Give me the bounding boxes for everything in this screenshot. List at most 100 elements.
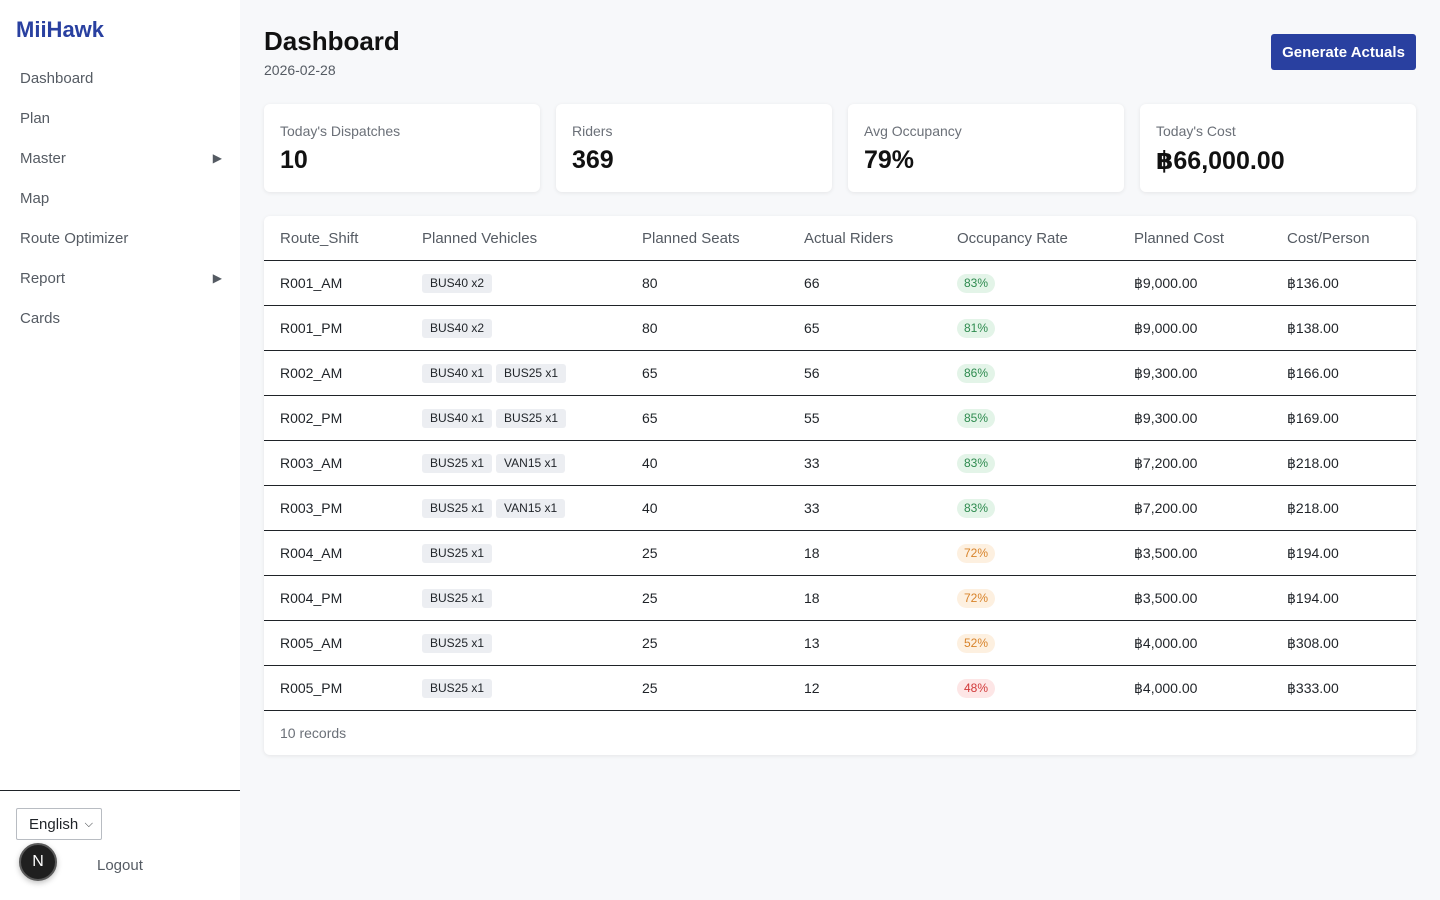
cell-actual-riders: 65 xyxy=(804,320,820,336)
table-header: Route_Shift Planned Vehicles Planned Sea… xyxy=(264,216,1416,261)
cell-planned-vehicles: BUS25 x1 xyxy=(422,679,493,698)
cell-planned-cost: ฿3,500.00 xyxy=(1134,545,1198,561)
sidebar-item-label: Map xyxy=(20,189,50,207)
sidebar-item-map[interactable]: Map xyxy=(0,178,240,218)
occupancy-badge: 83% xyxy=(957,274,996,293)
sidebar-item-dashboard[interactable]: Dashboard xyxy=(0,58,240,98)
column-header-actual-riders[interactable]: Actual Riders xyxy=(804,230,894,247)
sidebar-item-label: Dashboard xyxy=(20,69,94,87)
vehicle-chip: VAN15 x1 xyxy=(496,499,566,518)
vehicle-chip: VAN15 x1 xyxy=(496,454,566,473)
cell-route-shift: R003_AM xyxy=(280,455,343,471)
stat-value: 10 xyxy=(280,146,308,174)
sidebar-item-label: Cards xyxy=(20,309,61,327)
cell-actual-riders: 55 xyxy=(804,410,820,426)
cell-planned-vehicles: BUS40 x2 xyxy=(422,319,493,338)
table-row[interactable]: R003_PM BUS25 x1 VAN15 x1 40 33 83% ฿7,200.00 ฿… xyxy=(264,486,1416,531)
cell-planned-vehicles: BUS25 x1 xyxy=(422,544,493,563)
cell-cost-per-person: ฿194.00 xyxy=(1287,545,1339,561)
occupancy-badge: 72% xyxy=(957,544,996,563)
chevron-right-icon[interactable]: ▶ xyxy=(212,151,222,165)
sidebar-item-plan[interactable]: Plan xyxy=(0,98,240,138)
table-row[interactable]: R005_PM BUS25 x1 25 12 48% ฿4,000.00 ฿333.00 xyxy=(264,666,1416,711)
stat-card-cost: Today's Cost ฿66,000.00 xyxy=(1140,104,1416,192)
cell-route-shift: R003_PM xyxy=(280,500,343,516)
table-row[interactable]: R001_AM BUS40 x2 80 66 83% ฿9,000.00 ฿136.00 xyxy=(264,261,1416,306)
cell-planned-cost: ฿9,300.00 xyxy=(1134,410,1198,426)
vehicle-chip: BUS25 x1 xyxy=(422,589,493,608)
record-count: 10 records xyxy=(280,725,347,741)
occupancy-badge: 83% xyxy=(957,499,996,518)
stats-row: Today's Dispatches 10 Riders 369 Avg Occ… xyxy=(264,104,1416,192)
column-header-planned-cost[interactable]: Planned Cost xyxy=(1134,230,1225,247)
cell-planned-vehicles: BUS25 x1 xyxy=(422,589,493,608)
sidebar-item-label: Plan xyxy=(20,109,51,127)
avatar[interactable]: N xyxy=(19,843,57,881)
chevron-right-icon[interactable]: ▶ xyxy=(212,271,222,285)
cell-cost-per-person: ฿194.00 xyxy=(1287,590,1339,606)
cell-planned-seats: 25 xyxy=(642,635,658,651)
vehicle-chip: BUS25 x1 xyxy=(422,454,493,473)
cell-actual-riders: 56 xyxy=(804,365,820,381)
vehicle-chip: BUS25 x1 xyxy=(422,544,493,563)
table-row[interactable]: R002_PM BUS40 x1 BUS25 x1 65 55 85% ฿9,300.00 ฿… xyxy=(264,396,1416,441)
column-header-planned-seats[interactable]: Planned Seats xyxy=(642,230,740,247)
stat-card-dispatches: Today's Dispatches 10 xyxy=(264,104,540,192)
cell-planned-vehicles: BUS40 x1 BUS25 x1 xyxy=(422,364,567,383)
cell-planned-cost: ฿7,200.00 xyxy=(1134,455,1198,471)
cell-cost-per-person: ฿136.00 xyxy=(1287,275,1339,291)
vehicle-chip: BUS25 x1 xyxy=(496,364,567,383)
vehicle-chip: BUS25 x1 xyxy=(496,409,567,428)
occupancy-badge: 85% xyxy=(957,409,996,428)
stat-label: Riders xyxy=(572,123,613,139)
cell-planned-vehicles: BUS25 x1 VAN15 x1 xyxy=(422,499,566,518)
vehicle-chip: BUS40 x2 xyxy=(422,274,493,293)
cell-actual-riders: 33 xyxy=(804,455,820,471)
sidebar-divider xyxy=(0,790,240,791)
cell-route-shift: R004_AM xyxy=(280,545,343,561)
cell-planned-cost: ฿9,000.00 xyxy=(1134,320,1198,336)
sidebar-item-cards[interactable]: Cards xyxy=(0,298,240,338)
cell-planned-cost: ฿3,500.00 xyxy=(1134,590,1198,606)
column-header-planned-vehicles[interactable]: Planned Vehicles xyxy=(422,230,538,247)
language-select[interactable]: English ⌵ xyxy=(16,808,102,840)
stat-label: Today's Cost xyxy=(1156,123,1236,139)
sidebar-item-report[interactable]: Report ▶ xyxy=(0,258,240,298)
cell-actual-riders: 66 xyxy=(804,275,820,291)
page-title: Dashboard xyxy=(264,26,400,56)
table-row[interactable]: R004_PM BUS25 x1 25 18 72% ฿3,500.00 ฿194.00 xyxy=(264,576,1416,621)
cell-actual-riders: 18 xyxy=(804,590,820,606)
vehicle-chip: BUS25 x1 xyxy=(422,634,493,653)
cell-route-shift: R002_PM xyxy=(280,410,343,426)
table-row[interactable]: R003_AM BUS25 x1 VAN15 x1 40 33 83% ฿7,200.00 ฿… xyxy=(264,441,1416,486)
table-row[interactable]: R001_PM BUS40 x2 80 65 81% ฿9,000.00 ฿138.00 xyxy=(264,306,1416,351)
stat-value: ฿66,000.00 xyxy=(1156,147,1285,175)
brand-logo[interactable]: MiiHawk xyxy=(16,17,105,42)
column-header-route-shift[interactable]: Route_Shift xyxy=(280,230,359,247)
cell-planned-seats: 25 xyxy=(642,680,658,696)
table-row[interactable]: R002_AM BUS40 x1 BUS25 x1 65 56 86% ฿9,300.00 ฿… xyxy=(264,351,1416,396)
table-row[interactable]: R004_AM BUS25 x1 25 18 72% ฿3,500.00 ฿194.00 xyxy=(264,531,1416,576)
cell-cost-per-person: ฿218.00 xyxy=(1287,500,1339,516)
sidebar: MiiHawk Dashboard Plan Master ▶ Map Route Opt… xyxy=(0,0,240,900)
occupancy-badge: 81% xyxy=(957,319,996,338)
cell-route-shift: R001_PM xyxy=(280,320,343,336)
cell-cost-per-person: ฿169.00 xyxy=(1287,410,1339,426)
cell-planned-seats: 65 xyxy=(642,365,658,381)
sidebar-item-master[interactable]: Master ▶ xyxy=(0,138,240,178)
vehicle-chip: BUS40 x1 xyxy=(422,364,493,383)
stat-label: Avg Occupancy xyxy=(864,123,962,139)
cell-planned-cost: ฿4,000.00 xyxy=(1134,680,1198,696)
cell-planned-vehicles: BUS40 x1 BUS25 x1 xyxy=(422,409,567,428)
occupancy-badge: 52% xyxy=(957,634,996,653)
column-header-cost-per-person[interactable]: Cost/Person xyxy=(1287,230,1370,247)
sidebar-item-route-optimizer[interactable]: Route Optimizer xyxy=(0,218,240,258)
column-header-occupancy-rate[interactable]: Occupancy Rate xyxy=(957,230,1068,247)
cell-route-shift: R001_AM xyxy=(280,275,343,291)
generate-actuals-button[interactable]: Generate Actuals xyxy=(1271,34,1416,70)
sidebar-item-label: Route Optimizer xyxy=(20,229,129,247)
logout-link[interactable]: Logout xyxy=(97,857,143,874)
cell-cost-per-person: ฿166.00 xyxy=(1287,365,1339,381)
table-row[interactable]: R005_AM BUS25 x1 25 13 52% ฿4,000.00 ฿308.00 xyxy=(264,621,1416,666)
sidebar-item-label: Master xyxy=(20,149,66,167)
